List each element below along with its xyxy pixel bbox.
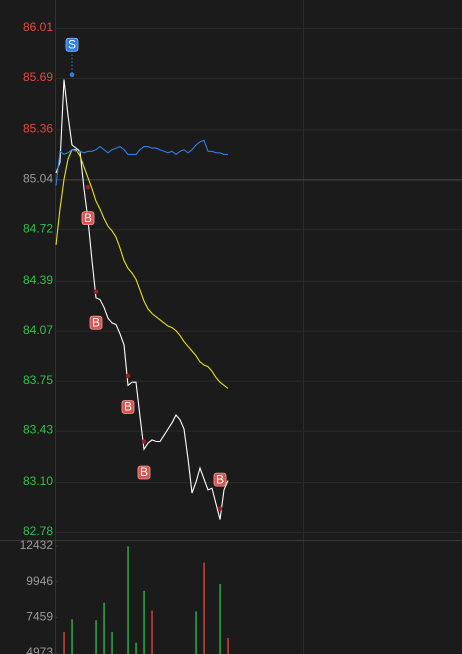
y-tick-label: 85.36 — [23, 122, 53, 136]
volume-bar — [127, 546, 129, 654]
volume-bar — [103, 602, 105, 654]
y-tick-label: 82.78 — [23, 524, 53, 538]
volume-bar — [151, 610, 153, 654]
signal-badge — [137, 465, 151, 480]
signal-dot — [141, 439, 147, 444]
signal-dot — [125, 373, 131, 379]
y-tick-label: 7459 — [26, 609, 53, 623]
signal-badge — [213, 472, 227, 487]
y-tick-label: 83.75 — [23, 373, 53, 387]
y-tick-label: 86.01 — [23, 20, 53, 34]
y-tick-label: 83.10 — [23, 474, 53, 488]
y-tick-label: 12432 — [20, 538, 54, 552]
volume-bar — [219, 584, 221, 654]
signal-label: B — [92, 315, 100, 329]
signal-dot — [217, 506, 223, 511]
signal-label: B — [216, 472, 224, 486]
volume-bar — [135, 642, 137, 654]
signal-badge — [81, 211, 95, 226]
y-tick-label: 84.39 — [23, 273, 53, 287]
signal-label: B — [84, 211, 92, 225]
y-tick-label: 9946 — [26, 574, 53, 588]
price-line — [55, 149, 229, 389]
y-tick-label: 84.07 — [23, 323, 53, 337]
y-tick-label: 85.04 — [23, 172, 53, 186]
volume-bar — [195, 611, 197, 654]
signal-badge — [65, 37, 79, 52]
y-tick-label: 83.43 — [23, 423, 53, 437]
volume-bar — [203, 562, 205, 654]
signal-dot — [69, 72, 75, 78]
volume-bar — [71, 619, 73, 654]
volume-bar — [143, 590, 145, 654]
signal-label: S — [68, 37, 76, 51]
volume-bar — [63, 631, 65, 654]
price-line — [55, 79, 229, 520]
price-line — [55, 139, 228, 186]
signal-dot — [85, 184, 91, 190]
y-tick-label: 85.69 — [23, 70, 53, 84]
signal-dot — [93, 289, 99, 295]
signal-label: B — [124, 400, 132, 414]
y-tick-label: 84.72 — [23, 221, 53, 235]
signal-badge — [121, 400, 135, 414]
signal-label: B — [140, 465, 148, 479]
signal-badge — [89, 315, 103, 330]
volume-bar — [95, 620, 97, 654]
y-tick-label: 4973 — [26, 645, 53, 654]
volume-bar — [111, 631, 113, 654]
volume-bar — [227, 637, 229, 654]
